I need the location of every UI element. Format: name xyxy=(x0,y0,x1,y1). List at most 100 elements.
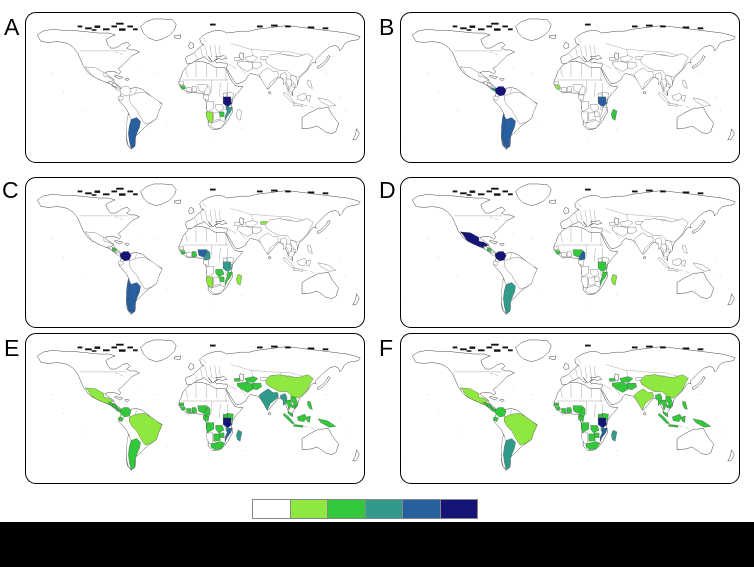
country-vietnam_laos xyxy=(290,396,298,409)
country-png xyxy=(317,418,336,428)
interior-borders xyxy=(79,202,315,289)
country-tanzania xyxy=(223,96,232,108)
country-afghanistan xyxy=(627,61,637,69)
country-cotedivoire xyxy=(186,252,192,258)
country-iran xyxy=(237,61,253,72)
bottom-black-bar xyxy=(0,522,754,567)
country-gabon_congo xyxy=(203,415,210,422)
country-zimbabwe xyxy=(219,432,225,438)
country-gabon_congo xyxy=(578,415,585,422)
country-sumatra xyxy=(658,413,670,424)
country-vietnam_laos xyxy=(665,396,673,409)
panel-e-map xyxy=(25,333,365,484)
country-caucasus xyxy=(609,378,616,382)
country-namibia xyxy=(581,111,589,123)
country-china xyxy=(265,374,314,399)
legend-swatch xyxy=(440,500,477,518)
country-senegal xyxy=(178,246,184,250)
country-malaysia xyxy=(662,411,668,418)
country-caucasus xyxy=(234,378,241,382)
country-ecuador xyxy=(492,260,499,266)
world-basemap xyxy=(412,339,736,471)
country-cameroon xyxy=(204,406,211,417)
country-angola xyxy=(206,266,214,278)
country-mexico xyxy=(84,387,114,404)
panel-a-map-slot xyxy=(26,13,364,162)
country-sulawesi xyxy=(681,415,686,423)
country-borneo xyxy=(672,413,682,422)
country-angola xyxy=(581,422,589,434)
country-cameroon xyxy=(579,406,586,417)
country-myanmar xyxy=(655,393,663,406)
panel-f-map-slot xyxy=(401,334,739,483)
country-southafrica xyxy=(210,285,226,294)
ocean-speckles xyxy=(26,233,346,305)
country-botswana xyxy=(213,112,221,121)
country-southafrica xyxy=(585,285,601,294)
country-sulawesi xyxy=(681,259,686,267)
country-sulawesi xyxy=(306,94,311,102)
country-malaysia xyxy=(662,255,668,262)
world-map xyxy=(401,18,736,150)
country-namibia xyxy=(581,432,589,444)
country-china xyxy=(265,53,314,78)
country-centralasia xyxy=(244,55,259,62)
country-botswana xyxy=(588,112,596,121)
country-namibia xyxy=(206,276,214,288)
panel-label-b: B xyxy=(379,14,395,40)
country-gabon_congo xyxy=(203,94,210,101)
country-colombia xyxy=(119,251,132,262)
ocean-speckles xyxy=(401,389,721,461)
country-philippines xyxy=(682,400,688,410)
country-guinea xyxy=(179,250,186,255)
country-china xyxy=(640,374,689,399)
country-philippines xyxy=(682,79,688,89)
country-senegal xyxy=(178,402,184,406)
country-argentina xyxy=(503,117,516,149)
panel-f-map xyxy=(400,333,740,484)
country-botswana xyxy=(213,433,221,442)
country-centralasia xyxy=(619,55,634,62)
country-iran xyxy=(612,226,628,237)
legend-swatch xyxy=(290,500,328,518)
country-ghana xyxy=(192,407,198,414)
color-scale-legend xyxy=(252,499,478,519)
ocean-speckles xyxy=(401,233,721,305)
country-botswana xyxy=(213,277,221,286)
country-malaysia xyxy=(287,411,293,418)
country-iran xyxy=(237,382,253,393)
arctic-islands xyxy=(452,22,704,31)
country-zambia xyxy=(215,425,225,434)
country-india xyxy=(633,388,654,411)
country-namibia xyxy=(581,276,589,288)
country-nicaragua xyxy=(112,82,117,87)
country-centralasia xyxy=(619,220,634,227)
world-map xyxy=(26,18,361,150)
country-png xyxy=(317,262,336,272)
country-vietnam_laos xyxy=(665,75,673,88)
country-afghanistan xyxy=(627,226,637,234)
countries xyxy=(459,53,711,149)
world-basemap xyxy=(37,339,361,471)
country-iran xyxy=(612,382,628,393)
country-senegal xyxy=(553,402,559,406)
country-namibia xyxy=(206,111,214,123)
panel-d-map-slot xyxy=(401,178,739,327)
world-map xyxy=(26,339,361,471)
country-india xyxy=(258,232,279,255)
panel-d-map xyxy=(400,177,740,328)
country-madagascar xyxy=(236,429,243,442)
country-nicaragua xyxy=(487,403,492,408)
country-sumatra xyxy=(283,257,295,268)
country-ghana xyxy=(192,251,198,258)
world-basemap xyxy=(412,183,736,315)
countries xyxy=(84,218,336,314)
country-philippines xyxy=(307,79,313,89)
country-ghana xyxy=(567,251,573,258)
country-china xyxy=(265,218,314,243)
country-mozambique xyxy=(599,272,608,287)
country-southafrica xyxy=(210,120,226,129)
country-sumatra xyxy=(658,257,670,268)
country-india xyxy=(258,67,279,90)
country-cameroon xyxy=(204,250,211,261)
